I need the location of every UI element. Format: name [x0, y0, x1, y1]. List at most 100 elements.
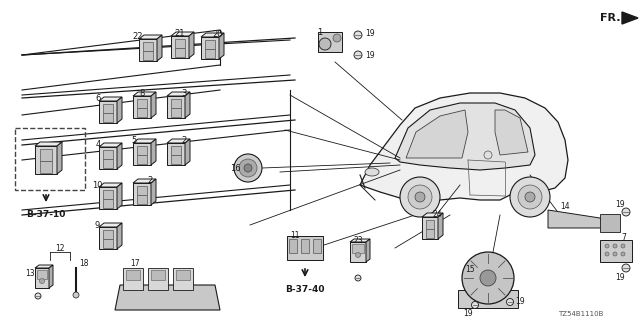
Circle shape [480, 270, 496, 286]
Bar [289, 239, 297, 253]
Bar [458, 290, 518, 308]
Circle shape [605, 244, 609, 248]
Circle shape [234, 154, 262, 182]
Circle shape [40, 278, 45, 284]
Circle shape [484, 151, 492, 159]
Bar [175, 39, 185, 48]
Circle shape [354, 31, 362, 39]
Polygon shape [201, 33, 224, 37]
Bar [99, 227, 117, 249]
Polygon shape [117, 223, 122, 249]
Text: 19: 19 [463, 309, 473, 318]
Circle shape [333, 34, 341, 42]
Bar [103, 113, 113, 122]
Text: 13: 13 [25, 269, 35, 278]
Bar [35, 146, 57, 174]
Text: 16: 16 [230, 164, 240, 172]
Bar [171, 155, 181, 164]
Bar [133, 96, 151, 118]
Polygon shape [133, 139, 156, 143]
Polygon shape [49, 265, 53, 288]
Circle shape [518, 185, 542, 209]
Bar [600, 214, 620, 232]
Circle shape [605, 252, 609, 256]
Text: 4: 4 [95, 140, 100, 148]
Bar [123, 268, 143, 290]
Circle shape [613, 244, 617, 248]
Polygon shape [151, 179, 156, 205]
Bar [205, 49, 215, 58]
Polygon shape [185, 139, 190, 165]
Polygon shape [548, 210, 605, 228]
Circle shape [35, 293, 41, 299]
Polygon shape [219, 33, 224, 59]
Text: 20: 20 [212, 29, 223, 38]
Polygon shape [171, 32, 194, 36]
Polygon shape [35, 142, 62, 146]
Circle shape [408, 185, 432, 209]
Bar [176, 270, 190, 280]
Text: 8: 8 [140, 89, 145, 98]
Polygon shape [151, 92, 156, 118]
Text: FR.: FR. [600, 13, 621, 23]
Circle shape [525, 192, 535, 202]
Bar [352, 244, 364, 253]
Polygon shape [406, 110, 468, 158]
Bar [167, 143, 185, 165]
Polygon shape [350, 239, 370, 242]
Bar [313, 239, 321, 253]
Text: 19: 19 [365, 28, 375, 37]
Polygon shape [115, 285, 220, 310]
Bar [175, 48, 185, 57]
Bar [35, 268, 49, 288]
Bar [99, 147, 117, 169]
Polygon shape [117, 183, 122, 209]
Circle shape [621, 244, 625, 248]
Bar [148, 268, 168, 290]
Polygon shape [117, 97, 122, 123]
Bar [103, 159, 113, 168]
Bar [37, 270, 47, 279]
Bar [301, 239, 309, 253]
Text: 5: 5 [131, 135, 136, 145]
Polygon shape [167, 139, 190, 143]
Text: 9: 9 [94, 220, 100, 229]
Text: 17: 17 [130, 259, 140, 268]
Bar [143, 51, 153, 60]
Bar [171, 36, 189, 58]
Polygon shape [133, 92, 156, 96]
Text: 24: 24 [432, 210, 442, 219]
Bar [137, 186, 147, 195]
Polygon shape [57, 142, 62, 174]
Bar [139, 39, 157, 61]
Bar [137, 99, 147, 108]
Bar [171, 108, 181, 117]
Bar [133, 143, 151, 165]
Polygon shape [366, 239, 370, 262]
Polygon shape [495, 110, 528, 155]
Text: 19: 19 [365, 51, 375, 60]
Polygon shape [139, 35, 162, 39]
Text: 14: 14 [560, 202, 570, 211]
Text: 21: 21 [175, 28, 185, 37]
Circle shape [415, 192, 425, 202]
Bar [422, 217, 438, 239]
Bar [173, 268, 193, 290]
Circle shape [355, 275, 361, 281]
Bar [103, 104, 113, 113]
Polygon shape [438, 213, 443, 239]
Circle shape [472, 301, 479, 308]
Polygon shape [622, 12, 638, 24]
Polygon shape [99, 143, 122, 147]
Bar [426, 220, 435, 229]
Bar [40, 149, 52, 161]
Bar [167, 96, 185, 118]
Text: B-37-40: B-37-40 [285, 285, 324, 294]
Circle shape [354, 51, 362, 59]
Text: 19: 19 [515, 298, 525, 307]
Circle shape [622, 264, 630, 272]
Bar [99, 101, 117, 123]
Bar [40, 161, 52, 173]
Text: 6: 6 [95, 93, 100, 102]
Polygon shape [395, 103, 535, 170]
